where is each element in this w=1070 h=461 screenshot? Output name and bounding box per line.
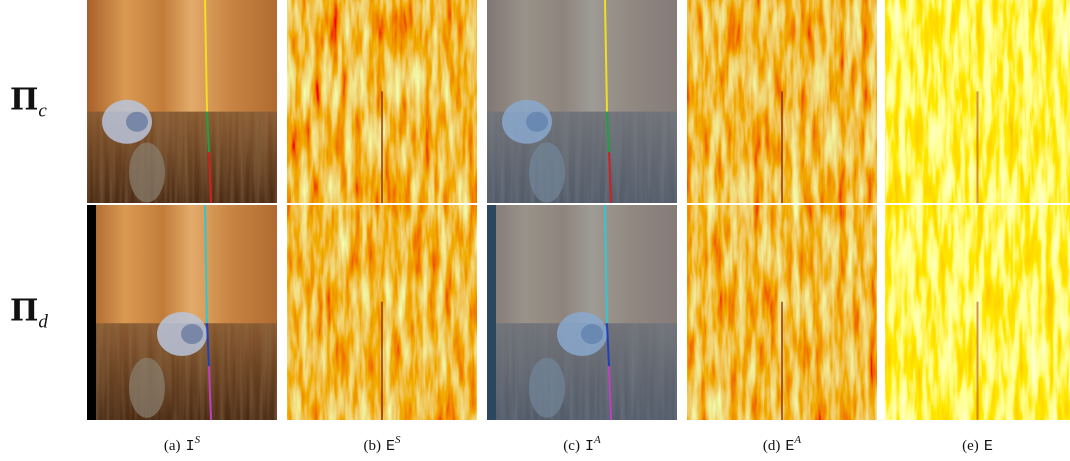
caption: (b) ES	[363, 434, 401, 455]
image-panel	[687, 205, 877, 420]
caption-superscript: S	[395, 434, 401, 446]
row-subscript: d	[38, 312, 48, 333]
caption-label: (b)	[363, 438, 381, 454]
black-strip	[87, 205, 96, 420]
figure: ΠcΠd(a)IS(b)ES(c)IA(d)EA(e)E	[0, 0, 1070, 461]
page: ΠcΠd(a)IS(b)ES(c)IA(d)EA(e)E (() => { co…	[0, 0, 1070, 461]
figure	[129, 358, 165, 418]
image-panel	[885, 0, 1070, 203]
caption-superscript: A	[793, 434, 801, 446]
caption: (e) E	[962, 438, 993, 455]
caption: (c) IA	[563, 434, 601, 455]
caption-superscript: S	[195, 434, 201, 446]
caption-label: (c)	[563, 438, 580, 454]
image-panel	[687, 0, 877, 203]
row-symbol: Π	[10, 83, 38, 118]
image-panel	[885, 205, 1070, 420]
caption-label: (e)	[962, 438, 979, 454]
caption-symbol: E	[984, 438, 993, 455]
caption-label: (a)	[164, 438, 181, 454]
object	[181, 324, 203, 344]
caption-label: (d)	[763, 438, 781, 454]
row-label: Πc	[10, 83, 47, 122]
caption: (d)EA	[763, 434, 802, 455]
figure	[129, 143, 165, 203]
image-panel	[487, 205, 677, 420]
image-panel	[287, 0, 477, 203]
caption-symbol: I	[585, 438, 594, 455]
row-subscript: c	[38, 101, 47, 122]
caption: (a) IS	[164, 434, 201, 455]
row-symbol: Π	[10, 294, 38, 329]
object	[126, 112, 148, 132]
image-panel	[87, 205, 277, 420]
blue-tint	[487, 205, 677, 420]
caption-symbol: E	[386, 438, 395, 455]
caption-superscript: A	[593, 434, 601, 446]
image-panel	[87, 0, 277, 203]
image-panel	[487, 0, 677, 203]
image-panel	[287, 205, 477, 420]
caption-symbol: E	[785, 438, 794, 455]
caption-symbol: I	[186, 438, 195, 455]
row-label: Πd	[10, 294, 48, 333]
blue-tint	[487, 0, 677, 203]
